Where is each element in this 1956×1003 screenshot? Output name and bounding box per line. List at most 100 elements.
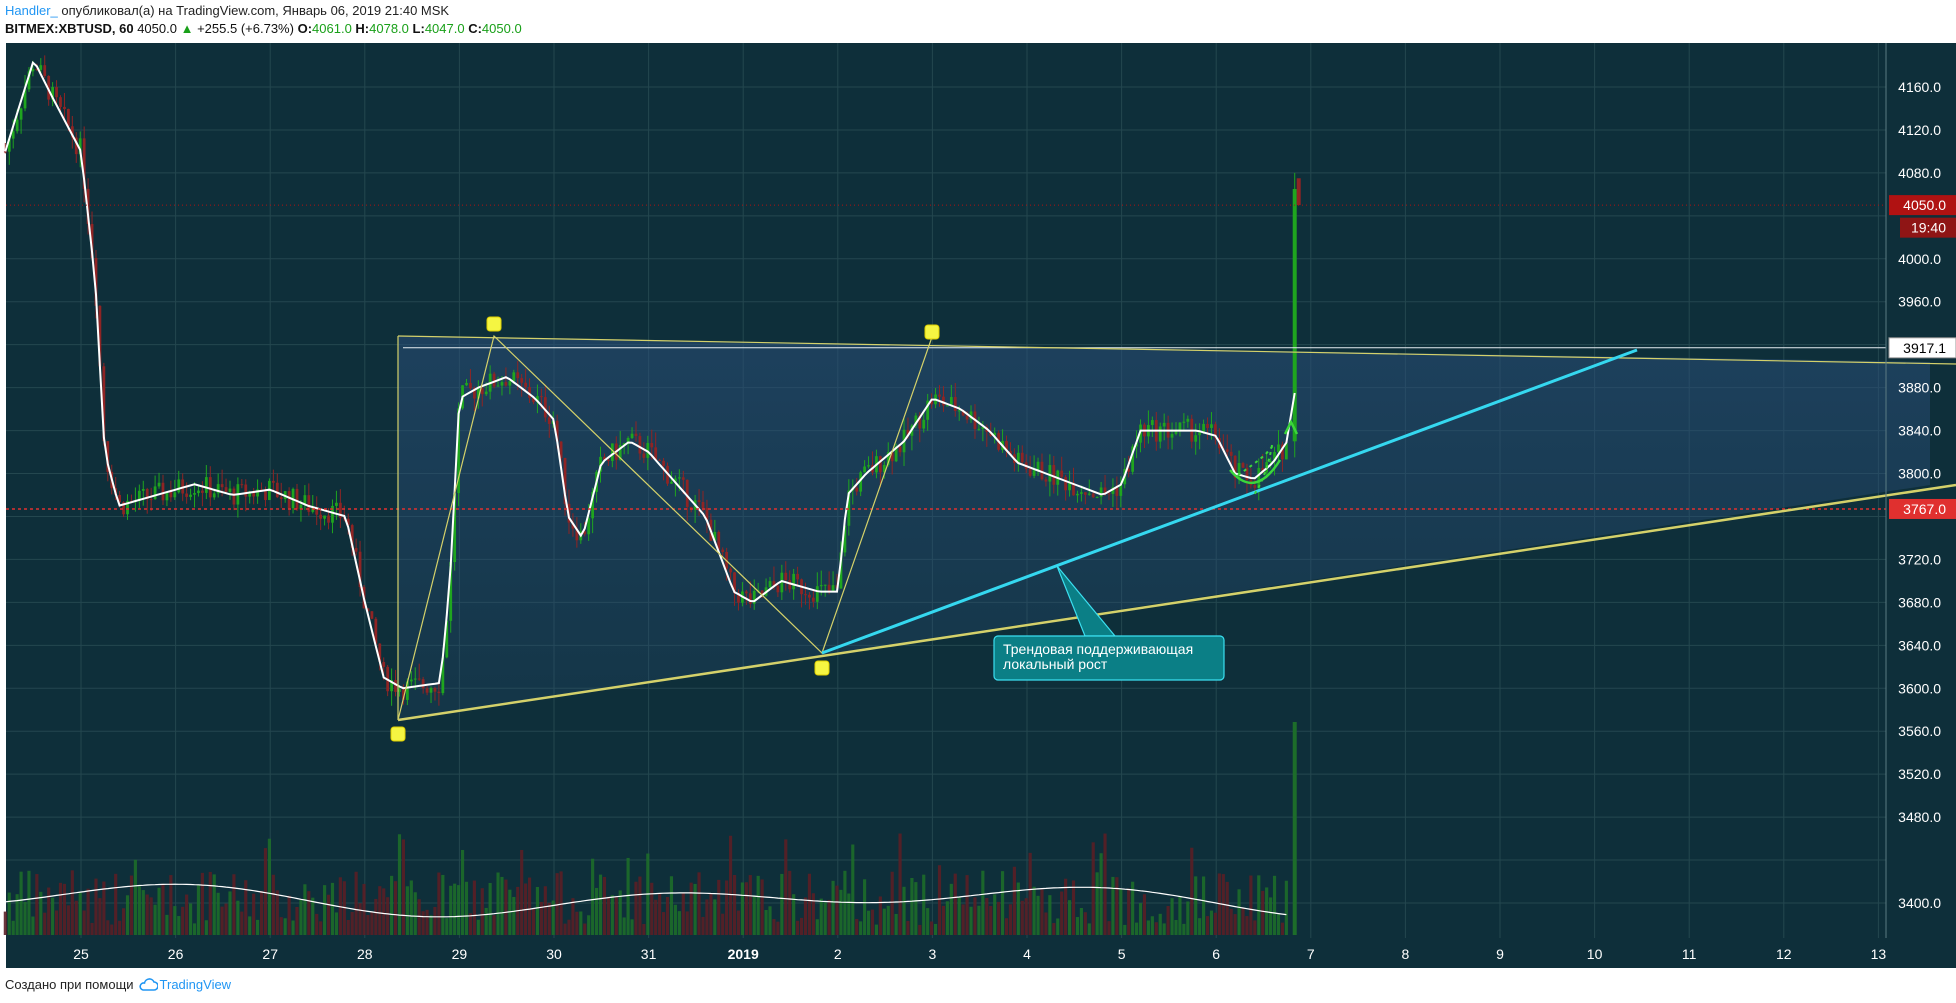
- candle-body: [307, 495, 311, 512]
- author-link[interactable]: Handler_: [5, 3, 58, 18]
- candle-body: [713, 531, 717, 541]
- volume-bar: [102, 881, 106, 935]
- volume-bar: [1182, 923, 1186, 935]
- candle-body: [918, 415, 922, 429]
- volume-bar: [602, 876, 607, 935]
- volume-bar: [1190, 847, 1194, 935]
- candle-body: [1016, 452, 1020, 463]
- volume-bar: [366, 914, 370, 935]
- candle-body: [1281, 444, 1284, 460]
- candle-body: [804, 594, 807, 596]
- volume-bar: [1150, 916, 1154, 935]
- volume-bar: [1261, 890, 1265, 935]
- volume-bar: [141, 890, 145, 935]
- volume-bar: [185, 894, 189, 935]
- volume-bar: [370, 912, 374, 935]
- volume-bar: [445, 918, 449, 935]
- candle-body: [11, 131, 15, 139]
- candle-body: [27, 71, 31, 90]
- volume-bar: [831, 880, 835, 935]
- volume-bar: [323, 885, 327, 935]
- candle-body: [390, 680, 393, 692]
- volume-bar: [555, 873, 559, 935]
- candle-body: [157, 482, 161, 487]
- candle-body: [67, 109, 70, 127]
- volume-bar: [11, 920, 15, 935]
- candle-body: [1186, 418, 1190, 422]
- candle-body: [94, 258, 98, 306]
- volume-bar: [622, 917, 626, 935]
- candle-body: [366, 608, 370, 612]
- volume-bar: [630, 919, 634, 935]
- volume-bar: [1229, 908, 1233, 935]
- volume-bar: [1265, 887, 1269, 935]
- y-tick-label: 3640.0: [1898, 637, 1941, 653]
- candle-body: [674, 478, 677, 482]
- candle-body: [839, 552, 843, 589]
- tradingview-cloud-icon: [138, 978, 158, 991]
- volume-bar: [295, 906, 299, 935]
- volume-bar: [1170, 898, 1174, 935]
- low-value: 4047.0: [424, 21, 465, 36]
- volume-bar: [559, 871, 563, 935]
- volume-bar: [342, 881, 346, 935]
- volume-bar: [811, 893, 815, 935]
- volume-bar: [319, 921, 323, 935]
- volume-bar: [118, 920, 122, 935]
- candle-body: [827, 584, 831, 591]
- candle-body: [957, 410, 961, 412]
- volume-bar: [1142, 894, 1147, 935]
- volume-bar: [815, 919, 819, 935]
- volume-bar: [949, 883, 953, 935]
- volume-bar: [677, 911, 681, 935]
- volume-bar: [54, 910, 59, 935]
- volume-bar: [299, 899, 303, 935]
- volume-bar: [429, 915, 433, 935]
- volume-bar: [291, 920, 295, 935]
- candle-body: [626, 438, 630, 444]
- volume-bar: [1269, 897, 1273, 935]
- candle-body: [953, 397, 957, 411]
- volume-bar: [543, 886, 547, 935]
- candle-body: [232, 488, 236, 505]
- volume-bar: [354, 871, 358, 935]
- volume-bar: [133, 859, 137, 935]
- volume-bar: [19, 871, 23, 935]
- volume-bar: [433, 906, 437, 935]
- x-tick-label: 4: [1023, 946, 1031, 962]
- candle-body: [55, 86, 58, 98]
- volume-bar: [468, 913, 473, 935]
- y-tick-label: 3520.0: [1898, 766, 1941, 782]
- candle-body: [819, 585, 823, 587]
- volume-bar: [330, 882, 335, 935]
- volume-bar: [993, 894, 997, 935]
- candle-body: [922, 419, 926, 429]
- volume-bar: [1233, 914, 1237, 935]
- drawings: Трендовая поддерживающая локальный рост: [6, 204, 1956, 742]
- volume-bar: [303, 884, 307, 935]
- candle-body: [1048, 465, 1052, 482]
- candle-body: [1009, 450, 1012, 455]
- candle-body: [465, 382, 468, 386]
- volume-bar: [665, 896, 670, 935]
- y-tick-label: 3400.0: [1898, 895, 1941, 911]
- volume-bar: [192, 923, 197, 935]
- candle-body: [3, 151, 7, 153]
- volume-bar: [1272, 875, 1277, 935]
- candle-body: [299, 504, 303, 510]
- volume-bar: [189, 903, 193, 935]
- tradingview-brand[interactable]: TradingView: [138, 977, 231, 992]
- candle-body: [1095, 496, 1099, 498]
- candle-body: [543, 397, 547, 418]
- volume-bar: [606, 896, 610, 935]
- volume-bar: [1115, 877, 1119, 935]
- callout-box: [993, 635, 1225, 681]
- volume-bar: [638, 876, 642, 935]
- volume-bar: [1083, 912, 1087, 935]
- volume-bar: [35, 874, 39, 935]
- triangle-zone: [398, 336, 1930, 720]
- candle-body: [721, 549, 725, 552]
- volume-bar: [350, 911, 354, 935]
- candle-body: [335, 502, 338, 506]
